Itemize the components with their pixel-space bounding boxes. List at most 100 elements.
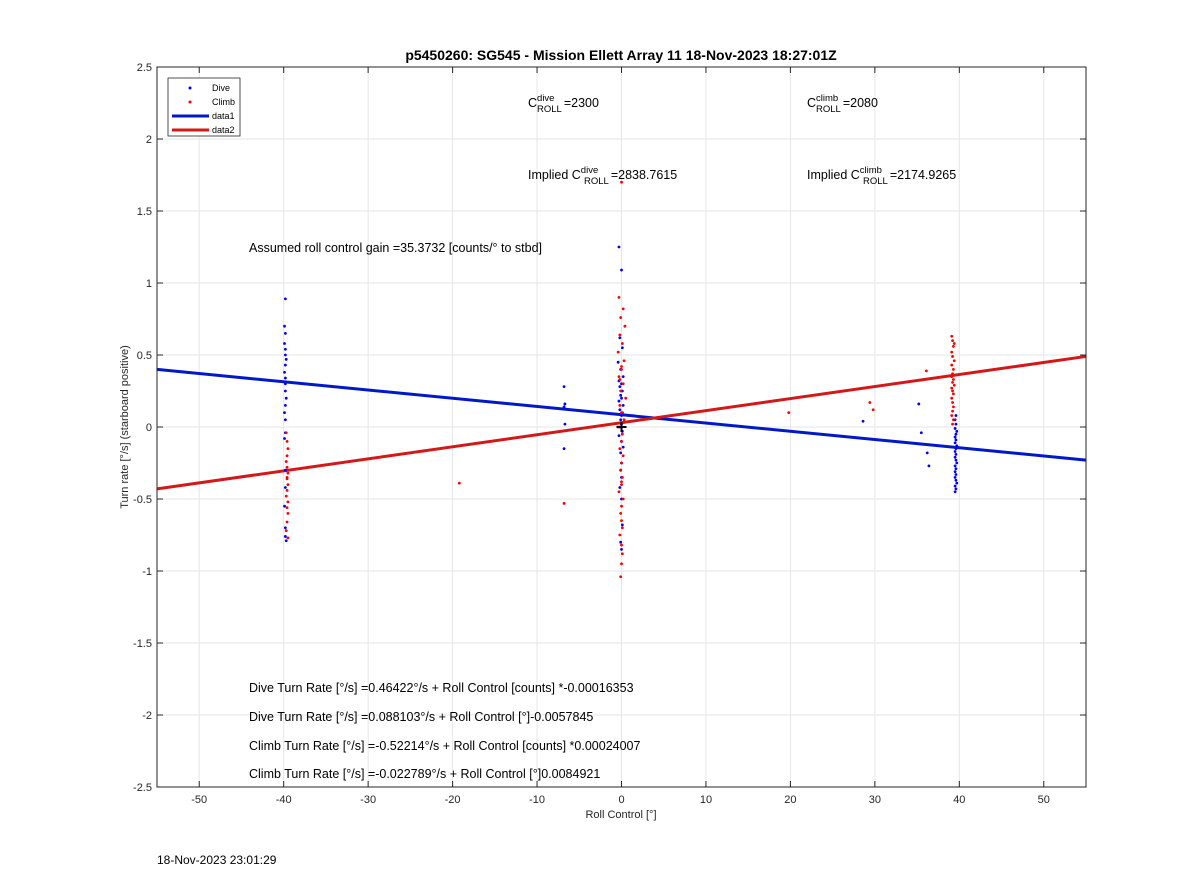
dive-point — [621, 445, 625, 449]
dive-point — [953, 476, 957, 479]
y-tick-label: 1 — [146, 278, 152, 290]
x-tick-label: -30 — [360, 794, 376, 806]
y-tick-label: 2 — [146, 134, 152, 146]
dive-point — [618, 336, 622, 340]
dive-point — [953, 490, 957, 494]
dive-point — [619, 418, 623, 422]
dive-point — [618, 385, 622, 389]
climb-point — [618, 378, 622, 381]
climb-point — [285, 520, 289, 524]
dive-point — [953, 427, 957, 430]
climb-point — [285, 440, 289, 443]
climb-point — [286, 471, 290, 475]
climb-point — [620, 483, 623, 486]
climb-point — [618, 533, 622, 537]
dive-point — [620, 268, 623, 272]
implied-c-roll-climb: Implied Cclimb ROLL =2174.9265 — [807, 165, 956, 187]
dive-point — [283, 332, 287, 335]
dive-point — [283, 342, 286, 345]
climb-point — [620, 440, 623, 443]
x-tick-label: 50 — [1038, 794, 1050, 806]
dive-point — [562, 447, 566, 450]
climb-point — [952, 383, 956, 387]
dive-point — [283, 297, 287, 301]
climb-point — [620, 432, 624, 436]
dive-point — [917, 402, 921, 406]
x-tick-label: -40 — [276, 794, 292, 806]
dive-point — [954, 478, 958, 482]
dive-point — [618, 486, 622, 489]
climb-point — [620, 365, 623, 368]
dive-point — [953, 441, 957, 445]
dive-point — [283, 363, 287, 367]
climb-point — [622, 359, 626, 363]
climb-point — [952, 342, 956, 345]
climb-point — [620, 480, 623, 484]
x-tick-label: -50 — [191, 794, 207, 806]
dive-point — [953, 470, 957, 474]
climb-point — [952, 418, 955, 422]
dive-point — [283, 347, 287, 351]
dive-point — [283, 389, 287, 393]
legend-data1-label: data1 — [212, 111, 235, 121]
dive-point — [283, 411, 286, 414]
dive-point — [620, 414, 623, 417]
dive-point — [617, 399, 621, 403]
dive-point — [954, 422, 958, 426]
axis-ticks: -50 -40 -30 -20 -10 0 10 20 30 40 50-2.5-2-1.5-1-0… — [133, 62, 1086, 806]
dive-point — [955, 444, 959, 448]
climb-point — [951, 355, 954, 358]
roll-gain-annotation: Assumed roll control gain =35.3732 [coun… — [249, 241, 542, 255]
dive-point — [283, 324, 286, 328]
climb-point — [950, 414, 954, 417]
x-tick-label: 10 — [700, 794, 712, 806]
climb-point — [952, 378, 955, 381]
dive-point — [954, 452, 958, 456]
dive-point — [953, 455, 957, 459]
climb-point — [787, 411, 791, 414]
dive-point — [562, 405, 566, 409]
dive-point — [955, 461, 959, 465]
dive-point — [954, 447, 958, 450]
dive-point — [617, 434, 621, 438]
dive-point — [616, 360, 620, 364]
climb-point — [623, 324, 627, 328]
y-tick-label: -1 — [142, 566, 152, 578]
dive-point — [284, 396, 288, 400]
dive-point — [954, 432, 958, 436]
dive-point — [618, 408, 622, 412]
y-axis-label: Turn rate [°/s] (starboard positive) — [119, 345, 131, 509]
climb-point — [619, 512, 623, 515]
climb-point — [621, 307, 625, 311]
dive-point — [284, 357, 288, 361]
climb-point — [286, 447, 290, 450]
y-tick-label: -0.5 — [133, 494, 152, 506]
climb-point — [617, 296, 621, 299]
climb-point — [618, 333, 622, 337]
x-tick-label: 0 — [618, 794, 624, 806]
climb-point — [620, 552, 624, 556]
dive-point — [283, 370, 286, 374]
climb-point — [620, 526, 624, 530]
dive-point — [563, 402, 567, 406]
dive-point — [619, 540, 623, 544]
climb-point — [952, 392, 955, 396]
y-tick-label: -2 — [142, 710, 152, 722]
climb-point — [871, 408, 875, 412]
dive-point — [620, 396, 623, 400]
climb-point — [618, 404, 622, 407]
climb-equation-counts: Climb Turn Rate [°/s] =-0.52214°/s + Rol… — [249, 739, 641, 753]
y-tick-label: 0 — [146, 422, 152, 434]
y-tick-label: 2.5 — [137, 62, 152, 74]
dive-point — [617, 245, 621, 249]
implied-c-roll-dive: Implied Cdive ROLL =2838.7615 — [528, 165, 677, 187]
dive-point — [283, 437, 286, 440]
climb-point — [617, 490, 621, 494]
climb-point — [620, 543, 623, 547]
dive-point — [955, 481, 959, 485]
c-roll-climb: Cclimb ROLL =2080 — [807, 93, 878, 115]
climb-point — [618, 447, 622, 450]
climb-point — [286, 483, 290, 486]
y-tick-label: -2.5 — [133, 782, 152, 794]
